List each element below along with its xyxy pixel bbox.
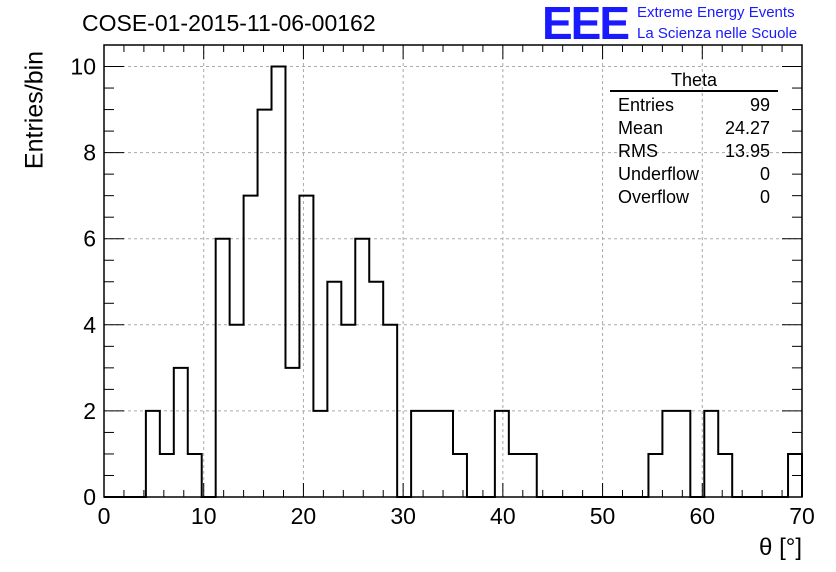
y-tick-label: 6 [83, 226, 96, 252]
y-tick-label: 0 [83, 484, 96, 510]
stats-label: Underflow [618, 164, 700, 184]
stats-value: 24.27 [724, 118, 770, 138]
y-tick-label: 10 [70, 54, 96, 80]
stats-label: Entries [618, 95, 675, 115]
y-axis-label: Entries/bin [20, 50, 49, 170]
logo-mark: EEE [542, 0, 630, 49]
x-tick-label: 60 [689, 503, 715, 529]
stats-row-mean: Mean 24.27 [610, 117, 778, 140]
y-tick-label: 8 [83, 140, 96, 166]
x-tick-label: 40 [490, 503, 516, 529]
stats-value: 99 [749, 95, 770, 115]
x-tick-label: 20 [291, 503, 317, 529]
stats-title: Theta [670, 70, 718, 90]
stats-divider [610, 90, 778, 92]
stats-value: 13.95 [724, 141, 770, 161]
x-axis-label: θ [°] [759, 534, 802, 561]
logo-line-2: La Scienza nelle Scuole [637, 25, 798, 42]
x-tick-label: 70 [789, 503, 815, 529]
stats-row-underflow: Underflow 0 [610, 163, 778, 186]
x-tick-label: 10 [191, 503, 217, 529]
plot-frame [103, 44, 803, 498]
y-tick-label: 4 [83, 312, 96, 338]
stats-value: 0 [759, 187, 770, 207]
logo-line-1: Extreme Energy Events [637, 4, 795, 21]
histogram-series [104, 65, 803, 498]
x-tick-label: 30 [390, 503, 416, 529]
x-tick-label: 50 [590, 503, 616, 529]
run-title: COSE-01-2015-11-06-00162 [82, 10, 376, 36]
stats-value: 0 [759, 164, 770, 184]
stats-row-overflow: Overflow 0 [610, 186, 778, 209]
stats-row-rms: RMS 13.95 [610, 140, 778, 163]
stats-box: Theta Entries 99 Mean 24.27 RMS 13.95 Un… [610, 70, 778, 209]
stats-label: Mean [618, 118, 664, 138]
y-tick-label: 2 [83, 398, 96, 424]
stats-row-entries: Entries 99 [610, 94, 778, 117]
stats-label: RMS [618, 141, 658, 161]
stats-label: Overflow [618, 187, 690, 207]
x-tick-label: 0 [98, 503, 111, 529]
